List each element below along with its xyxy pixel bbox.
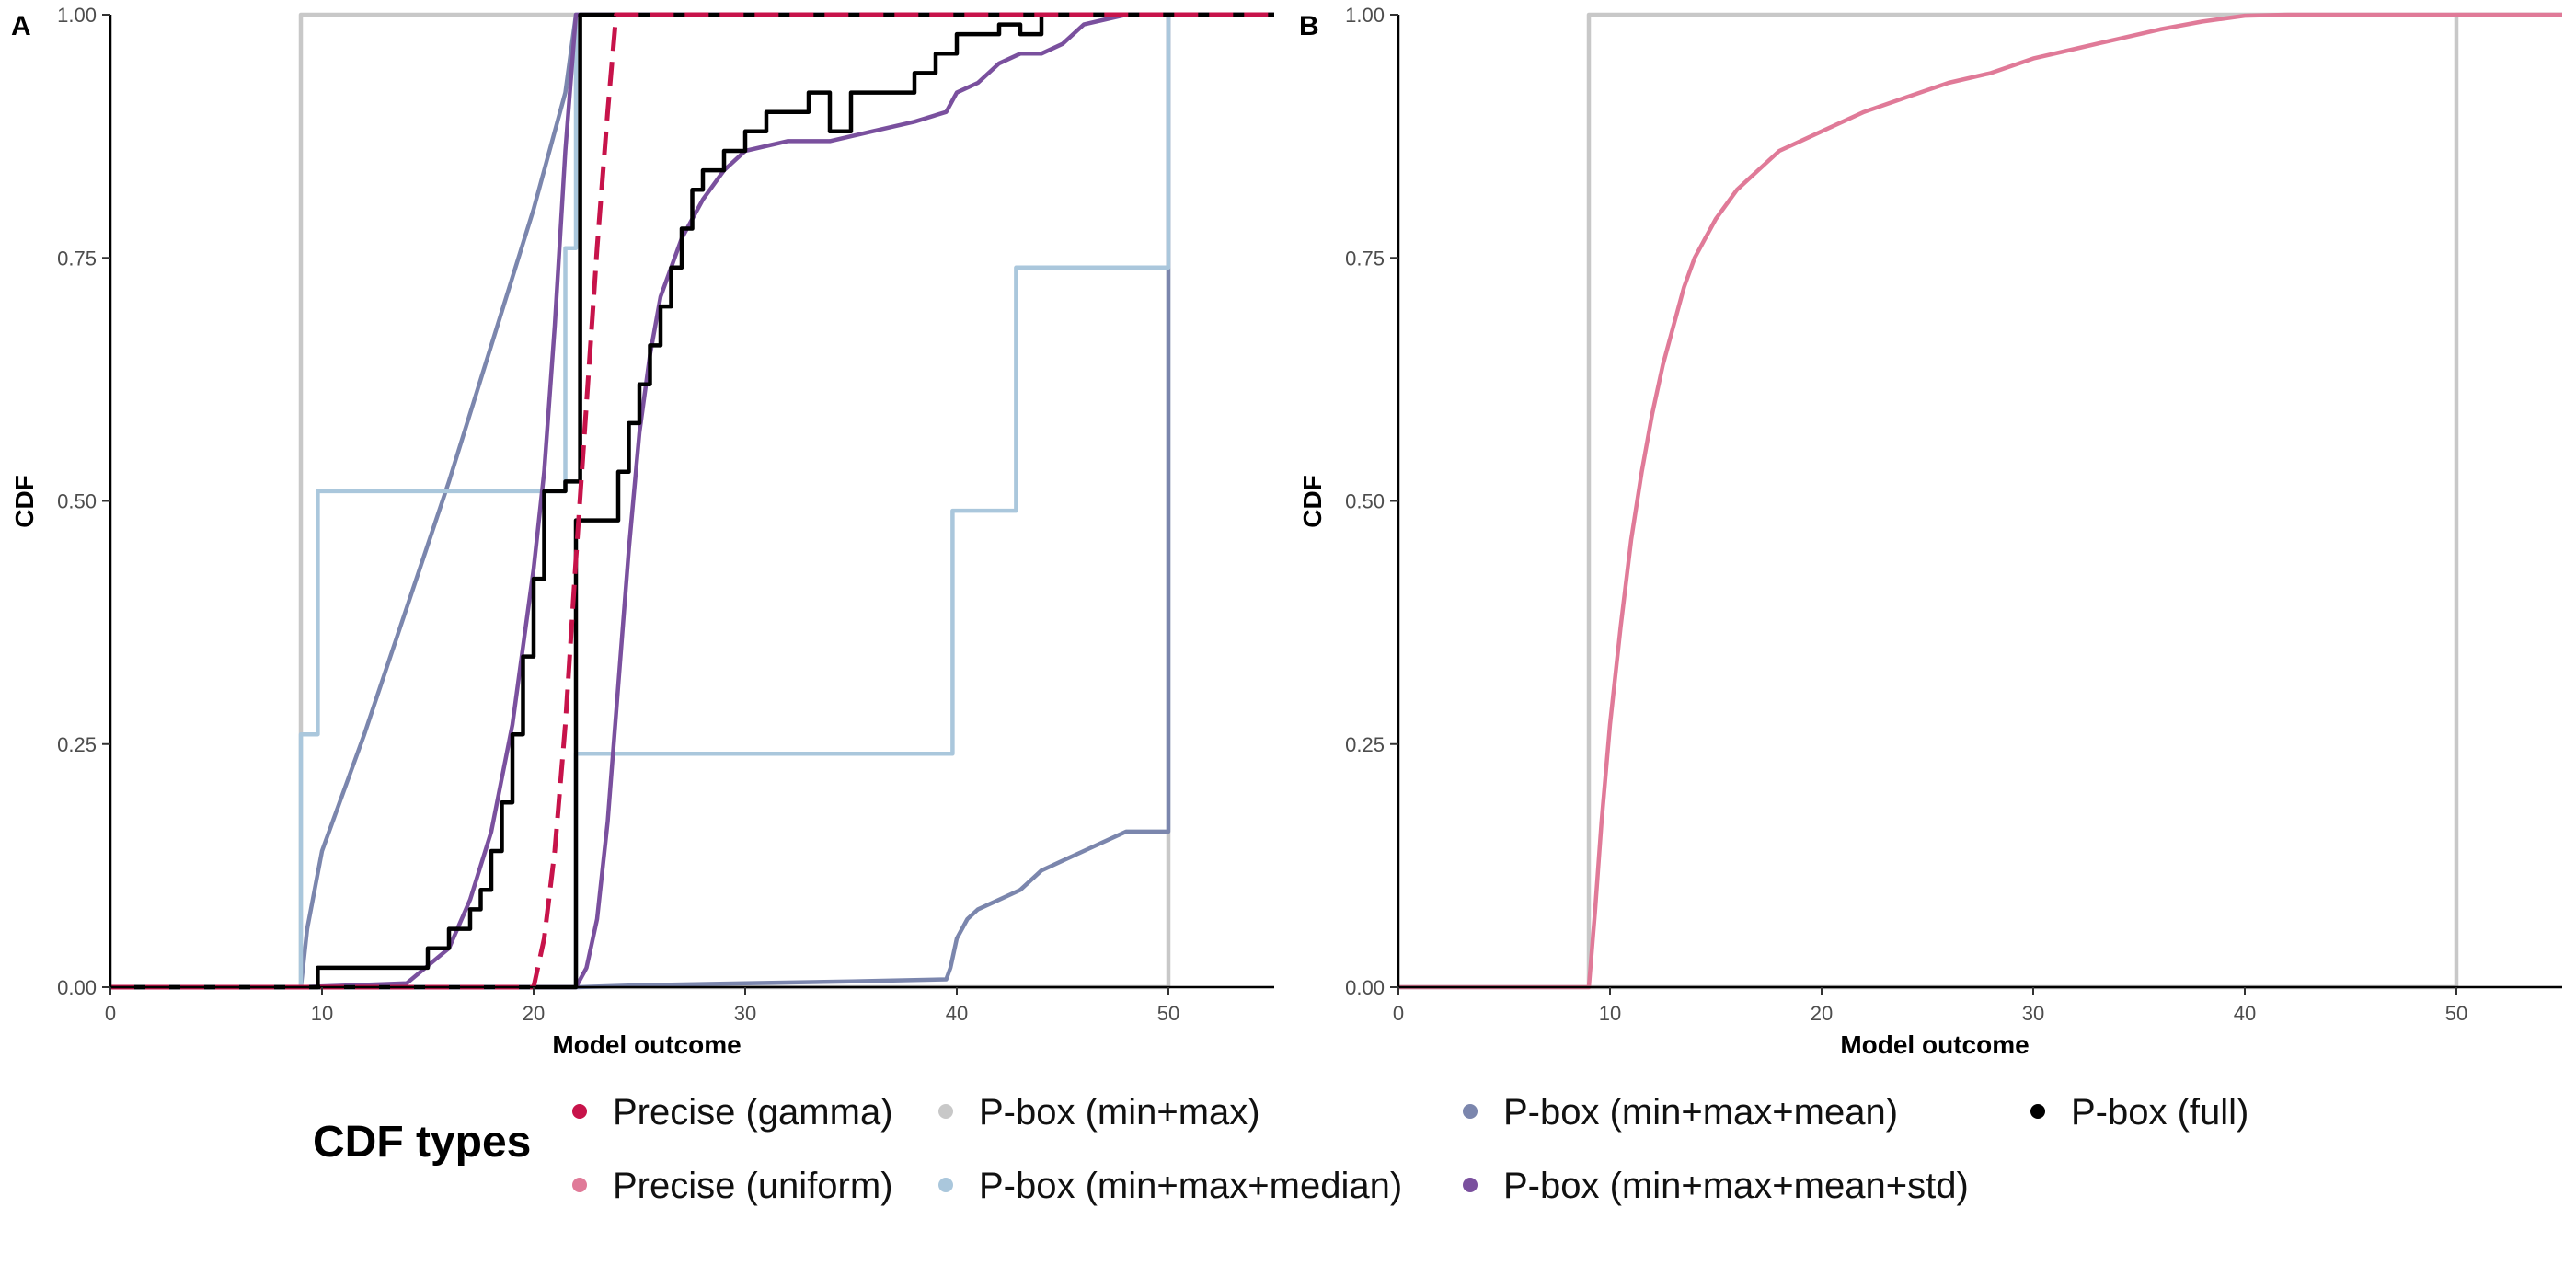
panel-a-series-p-box-min-max-upper: [110, 12, 1274, 990]
panel-b-y-tick-label: 1.00: [1345, 4, 1385, 27]
panel-b-series-precise-uniform: [1398, 12, 2562, 990]
panel-a-x-ticks: 0 10 20 30 40 50: [105, 987, 1179, 1025]
panel-b-x-tick-label: 10: [1599, 1002, 1621, 1025]
legend-key-dot: [1463, 1178, 1478, 1192]
panel-a-series-p-box-min-max-mean-upper: [110, 12, 1274, 990]
legend-label: P-box (min+max+median): [979, 1166, 1402, 1206]
panel-a-x-axis-title: Model outcome: [552, 1030, 741, 1059]
legend-entry-pbox-full: P-box (full): [2030, 1092, 2248, 1133]
panel-b-x-tick-label: 0: [1393, 1002, 1404, 1025]
legend-entry-pbox-minmax-mean: P-box (min+max+mean): [1463, 1092, 1898, 1133]
legend-label: P-box (min+max): [979, 1092, 1260, 1133]
panel-a-series-p-box-min-max-mean-std-lower: [110, 12, 1274, 990]
panel-a-series: [110, 12, 1274, 990]
panel-a-y-ticks: 0.00 0.25 0.50 0.75 1.00: [57, 4, 110, 999]
legend-label: P-box (min+max+mean+std): [1503, 1166, 1969, 1206]
legend-entry-precise-uniform: Precise (uniform): [572, 1166, 893, 1206]
panel-b-y-tick-label: 0.25: [1345, 733, 1385, 756]
panel-b-y-tick-label: 0.75: [1345, 247, 1385, 270]
legend-key-dot: [938, 1178, 953, 1192]
panel-a-x-tick-label: 30: [734, 1002, 756, 1025]
legend-entry-pbox-minmax-mean-std: P-box (min+max+mean+std): [1463, 1166, 1969, 1206]
panel-a-x-tick-label: 50: [1157, 1002, 1179, 1025]
legend-key-dot: [572, 1104, 587, 1119]
panel-a-y-tick-label: 1.00: [57, 4, 97, 27]
legend-entry-precise-gamma: Precise (gamma): [572, 1092, 893, 1133]
panel-a-y-tick-label: 0.25: [57, 733, 97, 756]
panel-b-y-tick-label: 0.50: [1345, 490, 1385, 513]
legend-label: P-box (full): [2071, 1092, 2248, 1133]
legend-entry-pbox-minmax-median: P-box (min+max+median): [938, 1166, 1402, 1206]
legend-title: CDF types: [313, 1118, 531, 1167]
panel-b-x-tick-label: 50: [2445, 1002, 2467, 1025]
panel-b-tag: B: [1299, 11, 1319, 41]
panel-a-y-axis-title: CDF: [10, 475, 39, 528]
panel-b-x-tick-label: 20: [1811, 1002, 1833, 1025]
panel-b-x-ticks: 0 10 20 30 40 50: [1393, 987, 2467, 1025]
panel-b-x-tick-label: 40: [2234, 1002, 2256, 1025]
panel-b-x-tick-label: 30: [2022, 1002, 2044, 1025]
panel-a: A 0 10 20 30 40 50 0.00 0.25 0.50 0.75 1.00 Model…: [10, 4, 1274, 1059]
panel-a-y-tick-label: 0.75: [57, 247, 97, 270]
panel-b-series-p-box-min-max-lower: [1398, 12, 2562, 990]
panel-a-x-tick-label: 20: [523, 1002, 545, 1025]
panel-a-series-precise-gamma: [110, 12, 1274, 990]
legend-key-dot: [1463, 1104, 1478, 1119]
panel-a-series-p-box-min-max-median-upper: [110, 12, 1274, 990]
panel-b-y-axis-title: CDF: [1298, 475, 1327, 528]
panel-a-series-p-box-full-lower: [110, 12, 1274, 990]
panel-a-series-p-box-min-max-mean-std-upper: [110, 12, 1274, 990]
panel-a-x-tick-label: 0: [105, 1002, 116, 1025]
legend-key-dot: [572, 1178, 587, 1192]
panel-b-series: [1398, 12, 2562, 990]
panel-b-series-p-box-min-max-upper: [1398, 12, 2562, 990]
panel-a-series-p-box-min-max-median-lower: [110, 12, 1274, 990]
legend-label: Precise (gamma): [613, 1092, 893, 1133]
panel-a-series-p-box-min-max-mean-lower: [110, 12, 1274, 990]
panel-a-y-tick-label: 0.00: [57, 976, 97, 999]
panel-b: B 0 10 20 30 40 50 0.00 0.25 0.50 0.75 1.00 Model…: [1298, 4, 2562, 1059]
panel-a-series-p-box-full-upper: [110, 12, 1274, 990]
legend: CDF types Precise (gamma) Precise (unifo…: [313, 1092, 2248, 1206]
legend-key-dot: [2030, 1104, 2045, 1119]
panel-b-y-ticks: 0.00 0.25 0.50 0.75 1.00: [1345, 4, 1398, 999]
panel-a-series-p-box-min-max-lower: [110, 12, 1274, 990]
legend-entry-pbox-minmax: P-box (min+max): [938, 1092, 1260, 1133]
panel-a-y-tick-label: 0.50: [57, 490, 97, 513]
panel-b-y-tick-label: 0.00: [1345, 976, 1385, 999]
legend-key-dot: [938, 1104, 953, 1119]
panel-a-tag: A: [11, 11, 31, 41]
panel-b-x-axis-title: Model outcome: [1840, 1030, 2029, 1059]
legend-label: Precise (uniform): [613, 1166, 893, 1206]
legend-label: P-box (min+max+mean): [1503, 1092, 1898, 1133]
panel-a-x-tick-label: 40: [946, 1002, 968, 1025]
panel-a-x-tick-label: 10: [311, 1002, 333, 1025]
